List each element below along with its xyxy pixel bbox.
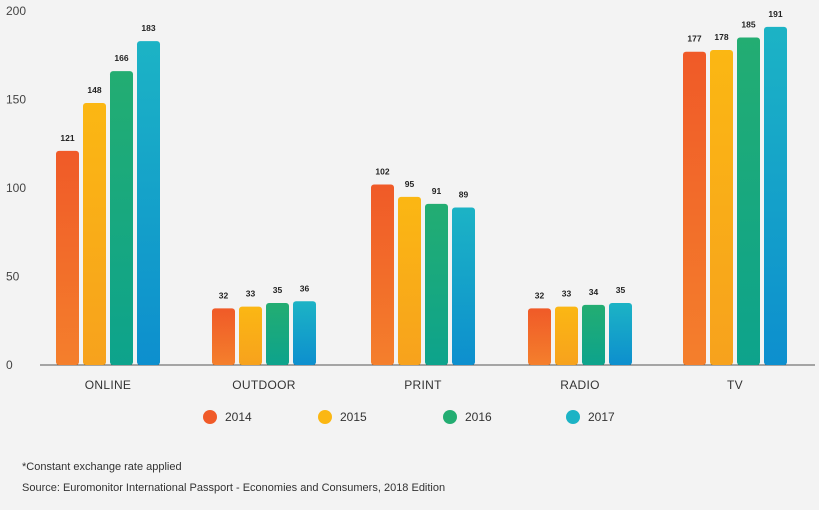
y-tick-label: 100 — [6, 181, 26, 195]
data-label-tv-2017: 191 — [768, 9, 782, 19]
bar-print-2015 — [398, 196, 421, 365]
bar-print-2016 — [425, 203, 448, 365]
data-label-tv-2016: 185 — [741, 20, 755, 30]
data-label-radio-2016: 34 — [589, 287, 599, 297]
data-label-outdoor-2017: 36 — [300, 283, 310, 293]
y-tick-label: 200 — [6, 4, 26, 18]
y-tick-label: 50 — [6, 270, 20, 284]
category-label-online: ONLINE — [85, 378, 131, 392]
bar-radio-2016 — [582, 304, 605, 365]
legend-swatch-2016 — [443, 410, 457, 424]
y-axis-ticks: 0 50 100 150 200 — [6, 4, 26, 372]
bar-radio-2015 — [555, 306, 578, 365]
data-label-print-2017: 89 — [459, 189, 469, 199]
footnote-exchange-rate: *Constant exchange rate applied — [22, 461, 182, 473]
data-label-online-2015: 148 — [87, 85, 101, 95]
category-label-print: PRINT — [404, 378, 442, 392]
data-label-radio-2014: 32 — [535, 290, 545, 300]
category-label-radio: RADIO — [560, 378, 600, 392]
data-label-radio-2017: 35 — [616, 285, 626, 295]
data-label-print-2015: 95 — [405, 179, 415, 189]
legend-label-2016: 2016 — [465, 410, 492, 424]
bar-online-2016 — [110, 71, 133, 366]
data-labels-group: 121 148 166 183 32 33 35 36 102 95 91 89 32 33 34 35 177… — [60, 9, 782, 300]
bar-tv-2017 — [764, 26, 787, 366]
data-label-tv-2014: 177 — [687, 34, 701, 44]
bar-print-2017 — [452, 207, 475, 365]
legend-swatch-2014 — [203, 410, 217, 424]
legend-label-2017: 2017 — [588, 410, 615, 424]
bar-print-2014 — [371, 184, 394, 365]
bar-outdoor-2014 — [212, 308, 235, 365]
data-label-print-2014: 102 — [375, 166, 389, 176]
bar-online-2015 — [83, 103, 106, 365]
category-labels: ONLINE OUTDOOR PRINT RADIO TV — [85, 378, 743, 392]
data-label-outdoor-2015: 33 — [246, 289, 256, 299]
bar-outdoor-2017 — [293, 301, 316, 365]
bar-outdoor-2015 — [239, 306, 262, 365]
bar-online-2017 — [137, 41, 160, 366]
y-tick-label: 150 — [6, 93, 26, 107]
data-label-outdoor-2016: 35 — [273, 285, 283, 295]
bar-radio-2017 — [609, 303, 632, 365]
legend-swatch-2017 — [566, 410, 580, 424]
bar-tv-2016 — [737, 37, 760, 366]
legend: 2014 2015 2016 2017 — [203, 410, 615, 424]
data-label-online-2014: 121 — [60, 133, 74, 143]
bars-group — [56, 26, 787, 366]
bar-online-2014 — [56, 150, 79, 365]
data-label-tv-2015: 178 — [714, 32, 728, 42]
legend-label-2015: 2015 — [340, 410, 367, 424]
data-label-online-2016: 166 — [114, 53, 128, 63]
bar-radio-2014 — [528, 308, 551, 365]
legend-swatch-2015 — [318, 410, 332, 424]
footnote-source: Source: Euromonitor International Passpo… — [22, 482, 446, 494]
data-label-print-2016: 91 — [432, 186, 442, 196]
data-label-online-2017: 183 — [141, 23, 155, 33]
legend-label-2014: 2014 — [225, 410, 252, 424]
data-label-radio-2015: 33 — [562, 289, 572, 299]
data-label-outdoor-2014: 32 — [219, 290, 229, 300]
bar-tv-2014 — [683, 51, 706, 366]
bar-tv-2015 — [710, 49, 733, 365]
bar-outdoor-2016 — [266, 303, 289, 365]
category-label-outdoor: OUTDOOR — [232, 378, 295, 392]
y-tick-label: 0 — [6, 358, 13, 372]
category-label-tv: TV — [727, 378, 743, 392]
